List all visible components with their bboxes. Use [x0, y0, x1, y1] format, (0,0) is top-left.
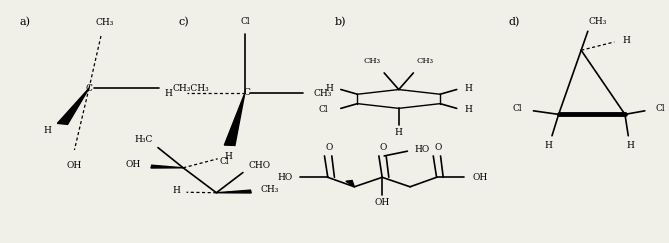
Text: C: C [244, 88, 250, 97]
Text: H: H [626, 141, 634, 150]
Text: Cl: Cl [656, 104, 665, 113]
Polygon shape [58, 88, 89, 124]
Polygon shape [151, 165, 183, 168]
Polygon shape [224, 93, 245, 146]
Text: H: H [44, 127, 52, 136]
Text: CH₃: CH₃ [313, 88, 332, 97]
Text: CH₃CH₃: CH₃CH₃ [172, 84, 209, 93]
Text: O: O [434, 143, 442, 152]
Text: H: H [464, 84, 472, 93]
Polygon shape [216, 190, 252, 193]
Text: b): b) [334, 17, 346, 27]
Text: Cl: Cl [240, 17, 250, 26]
Text: CH₃: CH₃ [589, 17, 607, 26]
Text: a): a) [19, 17, 30, 27]
Text: OH: OH [472, 173, 487, 182]
Text: O: O [325, 143, 332, 152]
Text: OH: OH [375, 198, 390, 207]
Polygon shape [346, 181, 355, 187]
Text: CH₃: CH₃ [417, 57, 434, 65]
Text: Cl: Cl [512, 104, 522, 113]
Text: H: H [464, 105, 472, 114]
Text: O: O [380, 143, 387, 152]
Text: H: H [173, 186, 181, 195]
Text: H: H [622, 36, 630, 45]
Text: H: H [224, 152, 232, 161]
Text: H: H [165, 88, 173, 97]
Text: CH₃: CH₃ [95, 18, 114, 27]
Text: HO: HO [414, 145, 429, 154]
Text: HO: HO [277, 173, 292, 182]
Text: OH: OH [67, 161, 82, 170]
Text: CH₃: CH₃ [260, 185, 278, 194]
Text: CHO: CHO [248, 161, 270, 170]
Text: H₃C: H₃C [134, 135, 153, 144]
Text: H: H [395, 128, 403, 137]
Text: d): d) [508, 17, 520, 27]
Text: c): c) [179, 17, 189, 27]
Text: C: C [86, 84, 92, 93]
Text: Cl: Cl [219, 157, 229, 166]
Text: CH₃: CH₃ [364, 57, 381, 65]
Text: H: H [545, 141, 553, 150]
Text: Cl: Cl [318, 105, 328, 114]
Text: H: H [326, 84, 333, 93]
Text: OH: OH [125, 160, 140, 169]
